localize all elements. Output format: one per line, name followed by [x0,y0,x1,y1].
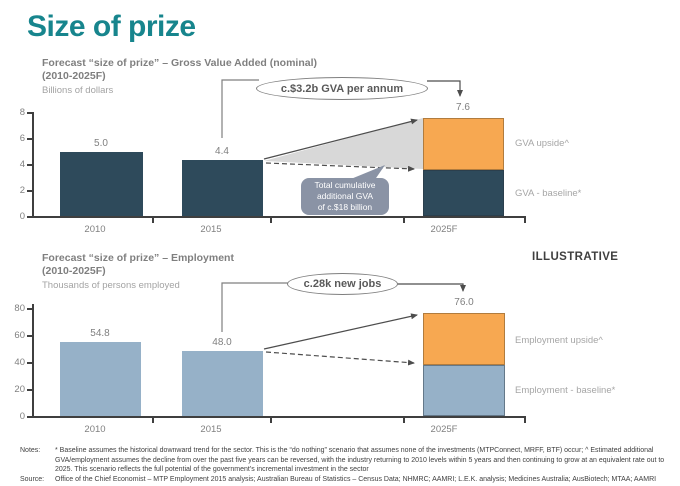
gva-xlabel-2015: 2015 [200,224,222,235]
employment-x-tick [152,418,154,423]
employment-ytick-20: 20 [14,384,25,395]
gva-upside-label: GVA upside^ [515,138,569,149]
gva-chart-heading-line1: Forecast “size of prize” – Gross Value A… [42,57,318,69]
gva-ytick-2: 2 [19,185,25,196]
gva-x-tick [270,218,272,223]
employment-y-tick [27,362,32,364]
employment-x-axis [32,416,526,418]
employment-xlabel-2015: 2015 [200,424,222,435]
employment-y-tick [27,335,32,337]
gva-chart-heading-line2: (2010-2025F) [42,70,106,82]
gva-growth-wedge [264,118,423,169]
employment-unit-label: Thousands of persons employed [42,280,180,291]
employment-chart-heading-line2: (2010-2025F) [42,265,106,277]
gva-ytick-0: 0 [19,211,25,222]
gva-bar-2015 [182,160,263,216]
employment-ytick-40: 40 [14,357,25,368]
gva-bar-2010 [60,152,143,216]
source-label: Source: [20,476,45,483]
gva-y-tick [27,190,32,192]
notes-label: Notes: [20,447,41,454]
employment-oval-right-connector-arrow [397,283,466,292]
gva-unit-label: Billions of dollars [42,85,114,96]
gva-oval-right-connector-arrow [427,80,463,97]
gva-ytick-8: 8 [19,107,25,118]
employment-value-2010: 54.8 [90,328,110,339]
employment-bar-2010 [60,342,141,416]
gva-xlabel-2025f: 2025F [430,224,458,235]
employment-value-2015: 48.0 [212,337,232,348]
gva-x-tick [524,218,526,223]
employment-upside-arrow [263,313,418,350]
employment-bar-2025f-upside [423,313,505,365]
page-title: Size of prize [27,10,196,43]
employment-x-tick [403,418,405,423]
gva-x-tick [152,218,154,223]
gva-xlabel-2010: 2010 [84,224,106,235]
employment-ytick-60: 60 [14,330,25,341]
gva-y-tick [27,112,32,114]
gva-baseline-dashed-arrow [265,162,415,172]
employment-value-2025f: 76.0 [454,297,474,308]
gva-annotation-oval: c.$3.2b GVA per annum [256,77,428,100]
gva-ytick-4: 4 [19,159,25,170]
gva-baseline-label: GVA - baseline* [515,188,582,199]
employment-bar-2025f-baseline [423,365,505,416]
illustrative-tag: ILLUSTRATIVE [532,251,619,263]
gva-value-2010: 5.0 [94,138,108,149]
gva-y-tick [27,138,32,140]
employment-y-tick [27,308,32,310]
employment-chart-heading-line1: Forecast “size of prize” – Employment [42,252,234,264]
gva-x-axis [32,216,526,218]
notes-text: * Baseline assumes the historical downwa… [55,447,665,473]
employment-baseline-dashed-arrow [265,351,415,366]
employment-y-axis [32,304,34,418]
gva-y-tick [27,164,32,166]
employment-ytick-0: 0 [19,411,25,422]
gva-y-tick [27,216,32,218]
gva-bar-2025f-baseline [423,170,504,216]
gva-x-tick [403,218,405,223]
source-text: Office of the Chief Economist – MTP Empl… [55,476,657,483]
employment-ytick-80: 80 [14,303,25,314]
employment-y-tick [27,416,32,418]
employment-bar-2015 [182,351,263,416]
gva-ytick-6: 6 [19,133,25,144]
employment-oval-left-connector [221,282,288,332]
gva-bar-2025f-upside [423,118,504,170]
gva-upside-arrow [263,118,418,160]
gva-y-axis [32,112,34,218]
gva-callout-box: Total cumulative additional GVA of c.$18… [301,178,389,215]
employment-x-tick [524,418,526,423]
gva-oval-left-connector [221,79,259,138]
employment-annotation-oval: c.28k new jobs [287,273,398,295]
employment-xlabel-2025f: 2025F [430,424,458,435]
gva-value-2025f: 7.6 [456,102,470,113]
employment-x-tick [270,418,272,423]
employment-y-tick [27,389,32,391]
gva-value-2015: 4.4 [215,146,229,157]
employment-upside-label: Employment upside^ [515,335,603,346]
employment-baseline-label: Employment - baseline* [515,385,616,396]
employment-xlabel-2010: 2010 [84,424,106,435]
